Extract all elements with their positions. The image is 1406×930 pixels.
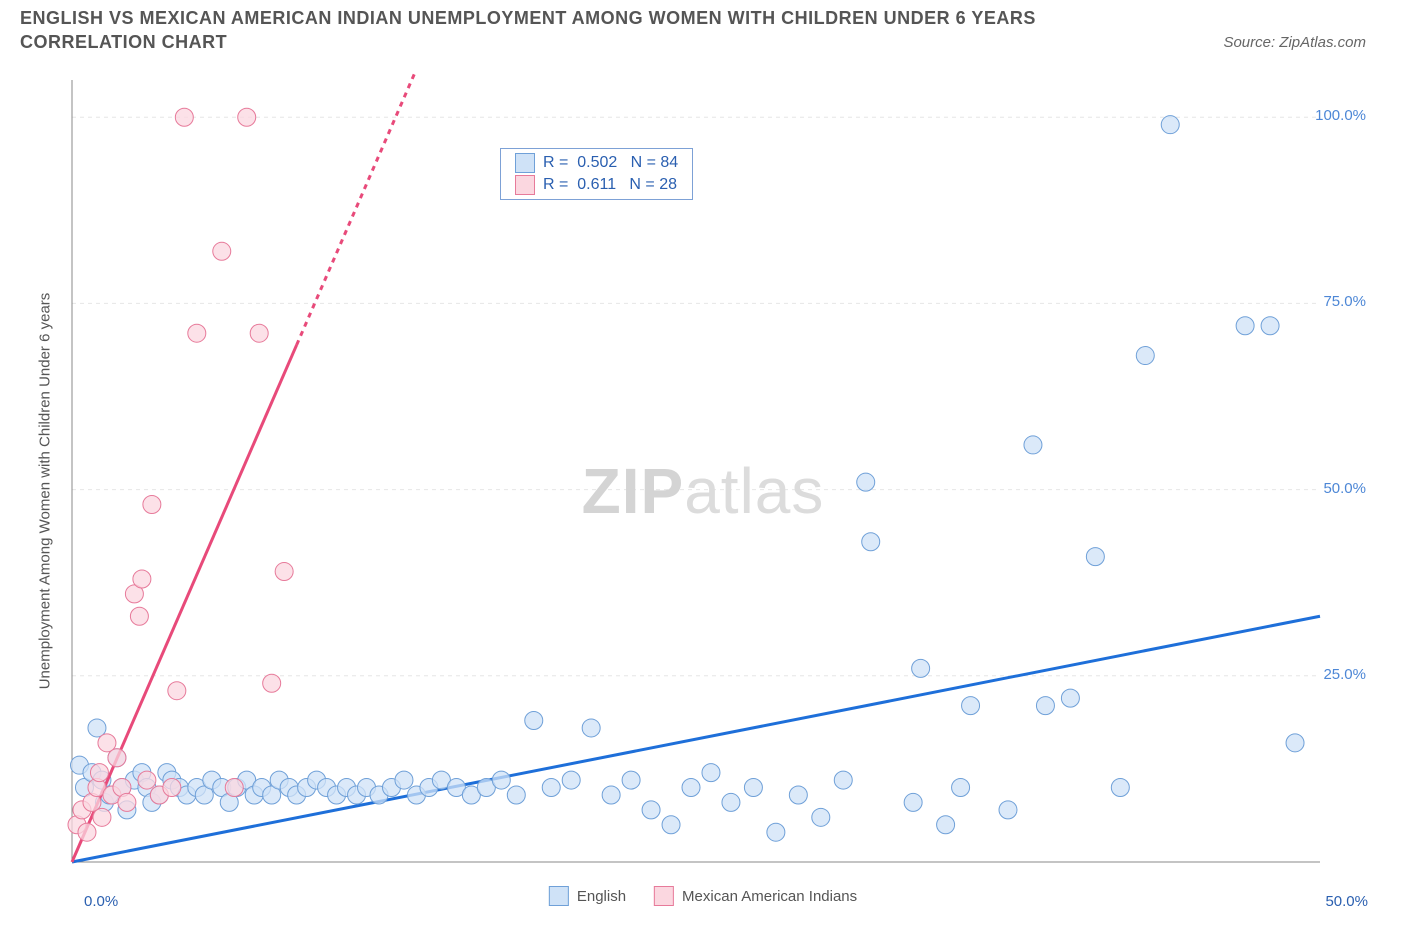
series-legend-item: English	[549, 886, 626, 906]
watermark: ZIPatlas	[582, 454, 825, 528]
legend-swatch	[515, 175, 535, 195]
legend-swatch	[654, 886, 674, 906]
series-legend-label: Mexican American Indians	[682, 888, 857, 905]
x-axis-tick-max: 50.0%	[1325, 893, 1368, 910]
y-axis-tick-50: 50.0%	[1323, 480, 1366, 497]
series-legend: English Mexican American Indians	[549, 886, 857, 906]
legend-swatch	[515, 153, 535, 173]
title-row: ENGLISH VS MEXICAN AMERICAN INDIAN UNEMP…	[20, 6, 1386, 66]
watermark-rest: atlas	[684, 455, 824, 527]
correlation-legend: R = 0.502 N = 84 R = 0.611 N = 28	[500, 148, 693, 200]
chart-title: ENGLISH VS MEXICAN AMERICAN INDIAN UNEMP…	[20, 6, 1160, 54]
series-legend-label: English	[577, 888, 626, 905]
x-axis-tick-min: 0.0%	[84, 893, 118, 910]
source-label: Source: ZipAtlas.com	[1223, 34, 1366, 51]
y-axis-tick-75: 75.0%	[1323, 293, 1366, 310]
correlation-legend-row: R = 0.611 N = 28	[515, 175, 678, 195]
legend-swatch	[549, 886, 569, 906]
correlation-legend-row: R = 0.502 N = 84	[515, 153, 678, 173]
watermark-bold: ZIP	[582, 455, 685, 527]
correlation-text: R = 0.611 N = 28	[543, 176, 677, 194]
chart-container: Unemployment Among Women with Children U…	[20, 72, 1386, 910]
y-axis-label: Unemployment Among Women with Children U…	[37, 293, 54, 690]
page: ENGLISH VS MEXICAN AMERICAN INDIAN UNEMP…	[0, 0, 1406, 930]
y-axis-tick-100: 100.0%	[1315, 107, 1366, 124]
correlation-text: R = 0.502 N = 84	[543, 154, 678, 172]
series-legend-item: Mexican American Indians	[654, 886, 857, 906]
y-axis-tick-25: 25.0%	[1323, 666, 1366, 683]
